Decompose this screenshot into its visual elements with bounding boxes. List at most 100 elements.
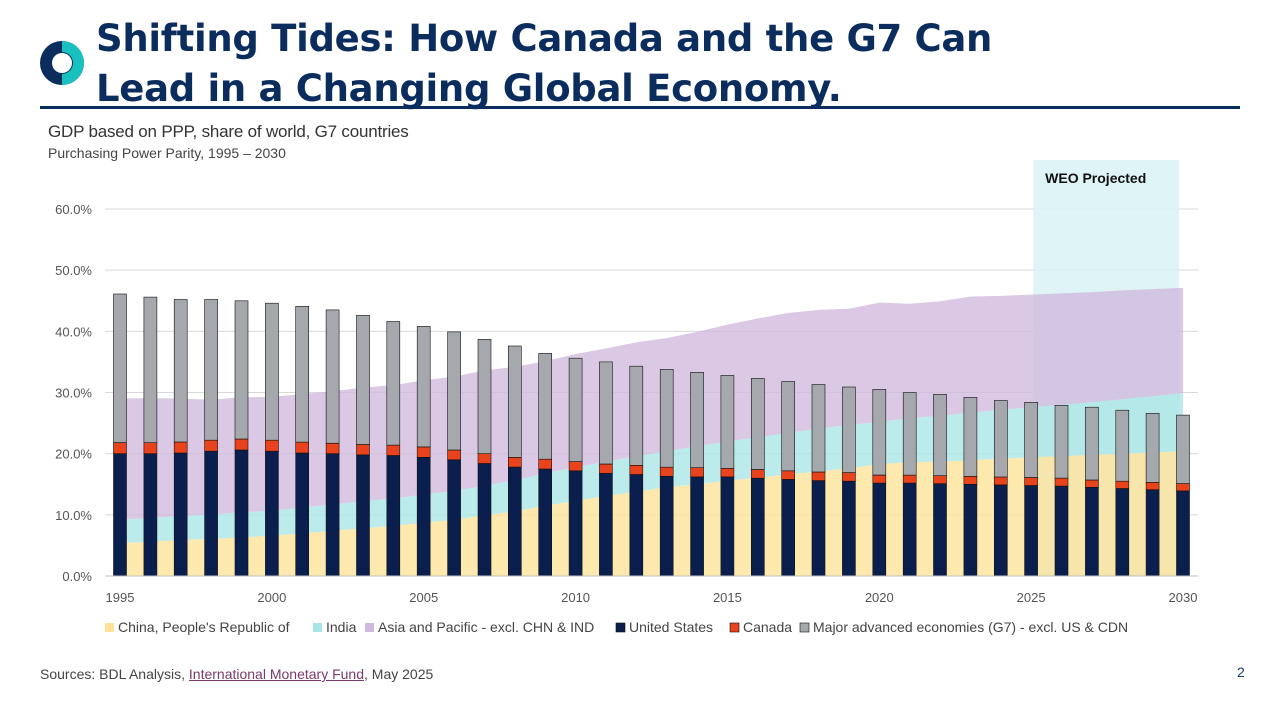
page-number: 2 xyxy=(1237,664,1245,680)
bar-canada-2013 xyxy=(659,466,674,477)
bar-canada-2010 xyxy=(568,461,583,472)
bar-canada-1997 xyxy=(173,441,188,454)
bar-canada-2019 xyxy=(842,472,856,482)
title-divider xyxy=(40,106,1240,109)
legend-item-asiapacific: Asia and Pacific - excl. CHN & IND xyxy=(365,619,594,635)
projection-label: WEO Projected xyxy=(1045,170,1146,186)
bar-g7other-2012 xyxy=(629,365,644,466)
bar-g7other-2027 xyxy=(1085,406,1099,481)
bar-unitedstates-2010 xyxy=(568,470,583,577)
bar-canada-2021 xyxy=(902,474,917,484)
bar-canada-2017 xyxy=(781,470,796,480)
bar-unitedstates-2003 xyxy=(356,454,370,577)
legend-swatch xyxy=(313,623,322,632)
bar-g7other-2008 xyxy=(507,345,522,458)
bar-canada-2028 xyxy=(1115,480,1130,489)
legend-item-india: India xyxy=(313,619,357,635)
bar-canada-2025 xyxy=(1024,477,1038,486)
bar-g7other-2004 xyxy=(386,321,401,446)
bar-canada-2018 xyxy=(811,471,826,481)
x-tick-label: 2010 xyxy=(561,590,590,605)
bar-canada-2014 xyxy=(690,467,704,478)
bar-g7other-1996 xyxy=(143,296,158,444)
bar-unitedstates-2001 xyxy=(295,452,310,577)
legend-label: China, People's Republic of xyxy=(118,619,290,635)
bar-unitedstates-1995 xyxy=(113,453,127,577)
x-tick-label: 2025 xyxy=(1017,590,1046,605)
bar-unitedstates-2021 xyxy=(902,482,917,577)
bar-g7other-2019 xyxy=(842,386,856,473)
chart-subtitle: Purchasing Power Parity, 1995 – 2030 xyxy=(48,145,286,161)
legend-label: Canada xyxy=(743,619,792,635)
bar-canada-2022 xyxy=(933,475,947,485)
bar-unitedstates-2018 xyxy=(811,480,826,577)
bar-canada-2012 xyxy=(629,464,644,475)
bar-unitedstates-2004 xyxy=(386,455,401,577)
slide-title-line-1: Shifting Tides: How Canada and the G7 Ca… xyxy=(96,17,993,60)
bar-canada-2002 xyxy=(325,442,340,454)
source-suffix: , May 2025 xyxy=(364,666,434,682)
bar-g7other-2010 xyxy=(568,357,583,462)
bar-canada-2001 xyxy=(295,441,310,454)
bar-canada-2006 xyxy=(447,449,461,461)
legend-item-china: China, People's Republic of xyxy=(105,619,290,635)
bar-g7other-2018 xyxy=(811,384,826,473)
bar-canada-2030 xyxy=(1176,483,1190,492)
bar-g7other-2025 xyxy=(1024,401,1038,478)
bar-unitedstates-2025 xyxy=(1024,485,1038,577)
y-tick-label: 20.0% xyxy=(55,447,92,462)
bar-canada-2011 xyxy=(599,463,613,474)
y-tick-label: 0.0% xyxy=(62,569,92,584)
bar-unitedstates-2019 xyxy=(842,480,856,577)
bar-unitedstates-2015 xyxy=(720,476,735,577)
bar-canada-2004 xyxy=(386,444,401,456)
bar-unitedstates-1997 xyxy=(173,452,188,577)
bar-unitedstates-1996 xyxy=(143,453,158,577)
legend-label: Major advanced economies (G7) - excl. US… xyxy=(813,619,1128,635)
bar-g7other-2002 xyxy=(325,309,340,444)
bar-g7other-2024 xyxy=(993,400,1008,478)
bar-unitedstates-2016 xyxy=(750,477,765,577)
bar-canada-1996 xyxy=(143,442,158,455)
bar-g7other-2029 xyxy=(1145,412,1160,483)
slide-title-line-2: Lead in a Changing Global Economy. xyxy=(96,67,842,110)
bar-unitedstates-2002 xyxy=(325,453,340,577)
bar-canada-2023 xyxy=(963,475,978,485)
slide-title: Shifting Tides: How Canada and the G7 Ca… xyxy=(96,14,992,114)
legend-swatch xyxy=(105,623,114,632)
bar-g7other-1995 xyxy=(113,293,127,443)
bar-g7other-2007 xyxy=(477,338,492,454)
legend-label: United States xyxy=(629,619,713,635)
bar-g7other-2003 xyxy=(356,315,370,445)
bar-g7other-2026 xyxy=(1054,404,1069,479)
legend-item-g7other: Major advanced economies (G7) - excl. US… xyxy=(799,619,1128,635)
bar-canada-1995 xyxy=(113,442,127,455)
bar-unitedstates-2008 xyxy=(507,466,522,577)
bar-g7other-2000 xyxy=(265,302,279,441)
bar-canada-2020 xyxy=(872,474,887,484)
bar-unitedstates-2027 xyxy=(1085,486,1099,577)
bar-unitedstates-2022 xyxy=(933,483,947,577)
source-note: Sources: BDL Analysis, International Mon… xyxy=(40,666,433,682)
bar-canada-2029 xyxy=(1145,482,1160,490)
bar-canada-1998 xyxy=(204,439,218,452)
bar-g7other-2028 xyxy=(1115,409,1130,482)
y-tick-label: 30.0% xyxy=(55,386,92,401)
bar-unitedstates-2000 xyxy=(265,450,279,577)
bar-unitedstates-2014 xyxy=(690,476,704,577)
bar-unitedstates-2006 xyxy=(447,459,461,577)
bar-g7other-2022 xyxy=(933,393,947,476)
x-tick-label: 2020 xyxy=(865,590,894,605)
bar-canada-2005 xyxy=(416,446,431,458)
bar-unitedstates-1999 xyxy=(234,449,249,577)
bar-g7other-2014 xyxy=(690,371,704,468)
chart-title: GDP based on PPP, share of world, G7 cou… xyxy=(48,122,409,141)
bar-g7other-2015 xyxy=(720,375,735,469)
bar-unitedstates-1998 xyxy=(204,450,218,577)
bar-g7other-2005 xyxy=(416,326,431,448)
x-tick-label: 2030 xyxy=(1169,590,1198,605)
bar-unitedstates-2017 xyxy=(781,479,796,577)
source-link-imf[interactable]: International Monetary Fund xyxy=(188,666,364,682)
gdp-ppp-chart: 0.0% 10.0% 20.0% 30.0% 40.0% 50.0% 60.0% WEO Pr… xyxy=(55,160,1198,635)
bar-unitedstates-2020 xyxy=(872,482,887,577)
